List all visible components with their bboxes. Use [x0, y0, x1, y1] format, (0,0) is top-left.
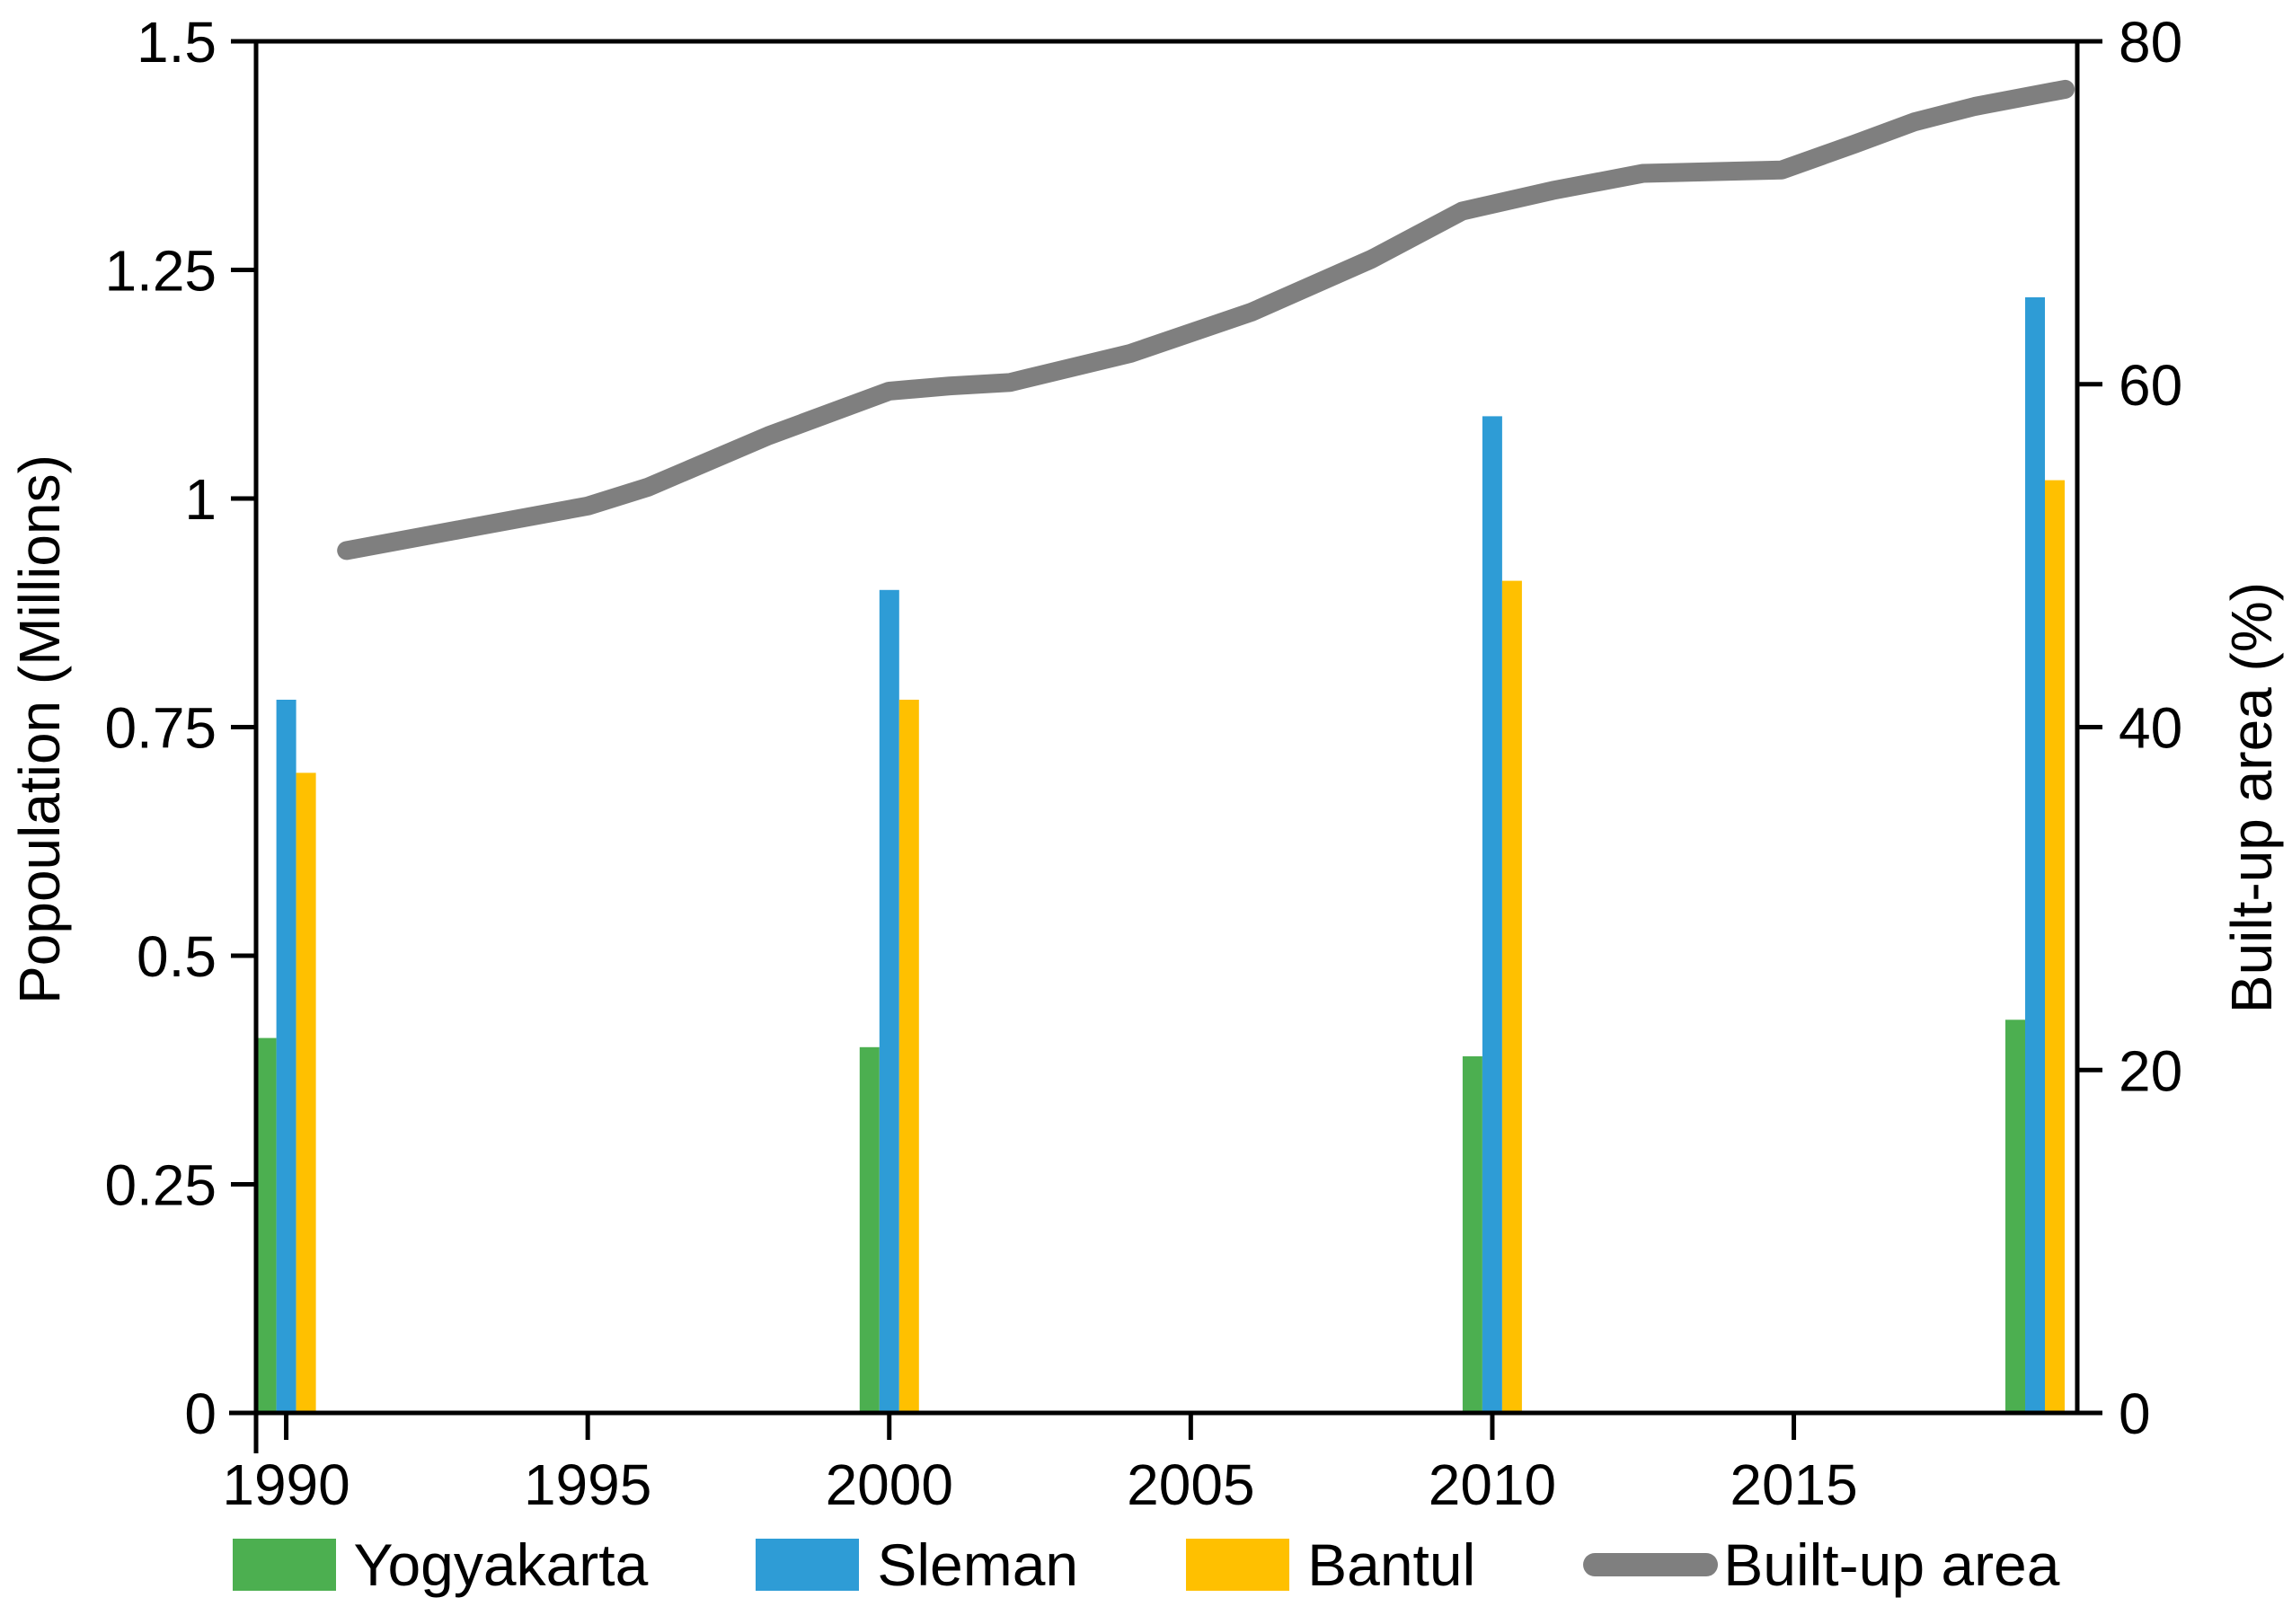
- yogyakarta-swatch-icon: [232, 1539, 336, 1591]
- bar-sleman-1990: [276, 700, 296, 1413]
- bar-bantul-2000: [898, 700, 919, 1413]
- right-tick-label: 60: [2119, 353, 2182, 418]
- right-axis-title: Built-up area (%): [2219, 581, 2284, 1014]
- tick-marks: [231, 39, 2102, 1440]
- right-tick-label: 80: [2119, 10, 2182, 75]
- bar-sleman-2019: [2025, 297, 2045, 1413]
- left-tick-label: 1.25: [104, 239, 217, 304]
- legend-label-builtup-area: Built-up area: [1723, 1531, 2060, 1598]
- bar-bantul-2019: [2045, 480, 2065, 1413]
- right-tick-label: 20: [2119, 1038, 2182, 1103]
- right-tick-label: 40: [2119, 696, 2182, 761]
- bar-bantul-1990: [296, 772, 316, 1413]
- legend-item-yogyakarta: Yogyakarta: [232, 1531, 649, 1599]
- left-tick-label: 0.5: [137, 924, 217, 989]
- left-tick-label: 0.75: [104, 696, 217, 761]
- legend-item-sleman: Sleman: [756, 1531, 1078, 1599]
- x-tick-label: 2010: [1429, 1452, 1556, 1517]
- legend-label-bantul: Bantul: [1307, 1531, 1476, 1598]
- legend-item-bantul: Bantul: [1186, 1531, 1475, 1599]
- x-tick-label: 1995: [524, 1452, 651, 1517]
- bar-sleman-2000: [879, 589, 899, 1413]
- bar-sleman-2010: [1482, 416, 1502, 1413]
- sleman-swatch-icon: [756, 1539, 860, 1591]
- builtup-area-line-swatch-icon: [1583, 1553, 1719, 1576]
- legend-label-sleman: Sleman: [877, 1531, 1079, 1598]
- left-axis-title: Popoulation (Millions): [7, 455, 72, 1004]
- bar-yogyakarta-2019: [2005, 1019, 2025, 1413]
- x-tick-label: 1990: [222, 1452, 350, 1517]
- x-tick-label: 2015: [1730, 1452, 1857, 1517]
- left-tick-label: 1.5: [137, 10, 217, 75]
- bar-yogyakarta-1990: [256, 1037, 277, 1413]
- tick-labels: 0 0.25 0.5 0.75 1 1.25 1.5 0 20 40 60 80 1990 1995 200…: [104, 10, 2182, 1517]
- bar-yogyakarta-2010: [1462, 1056, 1482, 1413]
- legend-label-yogyakarta: Yogyakarta: [353, 1531, 649, 1598]
- left-tick-label: 0: [184, 1381, 217, 1446]
- axes: [229, 39, 2080, 1453]
- x-tick-label: 2000: [826, 1452, 953, 1517]
- legend: Yogyakarta Sleman Bantul Built-up area: [0, 1520, 2292, 1610]
- builtup-area-line: [337, 79, 2075, 560]
- bar-yogyakarta-2000: [859, 1046, 880, 1413]
- bar-bantul-2010: [1501, 580, 1522, 1413]
- legend-item-builtup-area: Built-up area: [1583, 1531, 2059, 1599]
- left-tick-label: 1: [184, 467, 217, 532]
- x-tick-label: 2005: [1127, 1452, 1254, 1517]
- bar-groups: [256, 297, 2065, 1413]
- right-tick-label: 0: [2119, 1381, 2151, 1446]
- left-tick-label: 0.25: [104, 1153, 217, 1218]
- bantul-swatch-icon: [1186, 1539, 1290, 1591]
